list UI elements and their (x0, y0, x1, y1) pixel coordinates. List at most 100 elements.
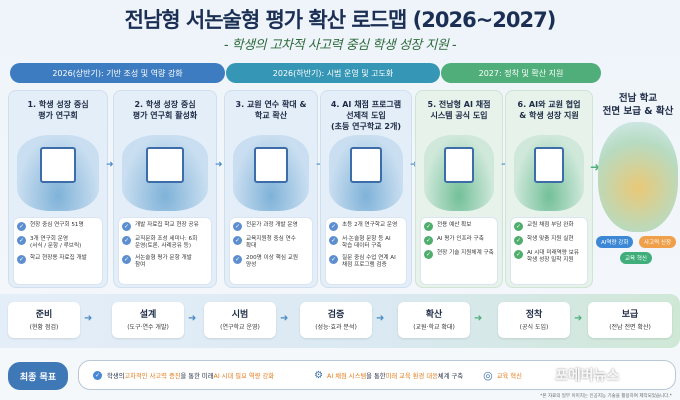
arrow-icon: ➜ (410, 160, 418, 170)
pill-thinking: 사고력 신장 (639, 236, 677, 248)
check-icon: ✓ (514, 222, 523, 231)
screen-icon (254, 147, 288, 183)
bullet-item: ✓ 현장 중심 연구회 51명 (17, 222, 84, 231)
goal-item-1: ✓ 학생의 고차적인 사고력 증진 을 통한 미래 AI 시대 필요 역량 강화 (93, 370, 275, 380)
arrow-icon: ➜ (574, 313, 583, 324)
bullet-item: ✓ 초등 2개 연구학교 운영 (329, 222, 398, 231)
arrow-icon: ➜ (501, 160, 509, 170)
arrow-icon: ➜ (376, 313, 385, 324)
bullet-item: ✓ 3개 연구회 운영 (서식 / 문항 / 루브릭) (17, 236, 82, 249)
roadmap-card-1: 1. 학생 성장 중심 평가 연구회 ✓ 현장 중심 연구회 51명 ✓ 3개 연구회… (8, 90, 108, 288)
check-icon: ✓ (424, 236, 433, 245)
process-step-5: 확산 (교원·학교 확대) (398, 302, 470, 338)
card-illustration (122, 135, 208, 211)
process-step-7: 보급 (전남 전면 확산) (588, 302, 672, 338)
bullet-item: ✓ 교원 채점 부담 완화 (514, 222, 574, 231)
card-illustration (329, 135, 403, 211)
card-title: 2. 학생 성장 중심 평가 연구회 활성화 (132, 100, 198, 120)
bullet-item: ✓ 개발 자료집 학교 현장 공유 (122, 222, 199, 231)
bullet-item: ✓ 서논술형 평가 문항 개발 참여 (122, 255, 192, 268)
page-subtitle: - 학생의 고차적 사고력 중심 학생 성장 지원 - (223, 38, 457, 53)
bullet-item: ✓ AI 평가 인프라 구축 (424, 236, 484, 245)
card-bullets: ✓ 전문가 과정 개발 운영 ✓ 교육지원청 중심 연수 확대 ✓ 200명 이상 핵심 … (229, 217, 313, 285)
process-step-1: 준비 (현황 점검) (8, 302, 80, 338)
globe-icon: ◎ (483, 368, 493, 382)
bullet-item: ✓ 교육지원청 중심 연수 확대 (233, 236, 296, 249)
check-icon: ✓ (122, 222, 131, 231)
goal-item-3: ◎ 교육 혁신 (483, 368, 522, 382)
check-icon: ✓ (233, 255, 242, 264)
bullet-item: ✓ 질문 중심 수업 연계 AI 채점 프로그램 검증 (329, 255, 396, 268)
arrow-icon: ➜ (188, 313, 197, 324)
check-icon: ✓ (424, 222, 433, 231)
check-icon: ✓ (17, 222, 26, 231)
bullet-item: ✓ 200명 이상 핵심 교원 양성 (233, 255, 299, 268)
bullet-item: ✓ 현장 기술 지원체계 구축 (424, 250, 494, 259)
card-bullets: ✓ 전용 예산 확보 ✓ AI 평가 인프라 구축 ✓ 현장 기술 지원체계 구축 (420, 217, 498, 285)
screen-icon (443, 147, 475, 183)
arrow-icon: ➜ (316, 160, 324, 170)
check-icon: ✓ (233, 222, 242, 231)
final-goal-box: ✓ 학생의 고차적인 사고력 증진 을 통한 미래 AI 시대 필요 역량 강화 ⚙… (78, 360, 676, 390)
bullet-item: ✓ 서·논술형 문항 등 AI 학습 데이터 구축 (329, 236, 391, 249)
phase-banner-3: 2027: 정착 및 확산 지원 (441, 63, 601, 83)
roadmap-card-4: 4. AI 채점 프로그램 선제적 도입 (초등 연구학교 2개) ✓ 초등 2개… (320, 90, 412, 288)
pill-ai: AI역량 강화 (596, 236, 634, 248)
page-title: 전남형 서논술형 평가 확산 로드맵 (2026~2027) (124, 8, 557, 32)
card-illustration (514, 135, 584, 211)
check-icon: ✓ (233, 236, 242, 245)
pill-innovation: 교육 혁신 (620, 252, 652, 264)
process-step-4: 검증 (성능·효과 분석) (300, 302, 372, 338)
check-icon: ✓ (93, 370, 102, 380)
final-stage: 전남 학교 전면 보급 & 확산 AI역량 강화 사고력 신장 교육 혁신 (596, 90, 680, 288)
bullet-item: ✓ 전용 예산 확보 (424, 222, 472, 231)
school-village-illustration (598, 122, 678, 232)
card-title: 4. AI 채점 프로그램 선제적 도입 (초등 연구학교 2개) (330, 100, 402, 131)
card-title: 3. 교원 연수 확대 & 학교 확산 (235, 100, 307, 120)
check-icon: ✓ (424, 250, 433, 259)
process-step-3: 시범 (연구학교 운영) (204, 302, 276, 338)
card-bullets: ✓ 개발 자료집 학교 현장 공유 ✓ 교직문화 조성 세미나: 6회 운영(토론, … (118, 217, 212, 285)
process-step-2: 설계 (도구·연수 개발) (112, 302, 184, 338)
card-title: 6. AI와 교원 협업 & 학생 성장 지원 (517, 100, 581, 120)
watermark-logo: 포에버뉴스 (555, 368, 620, 384)
check-icon: ✓ (329, 236, 338, 245)
screen-icon (349, 147, 383, 183)
arrow-icon: ➜ (474, 313, 483, 324)
card-bullets: ✓ 현장 중심 연구회 51명 ✓ 3개 연구회 운영 (서식 / 문항 / 루브릭)… (13, 217, 103, 285)
phase-banner-1: 2026(상반기): 기반 조성 및 역량 강화 (10, 63, 225, 83)
check-icon: ✓ (329, 222, 338, 231)
arrow-icon: ➜ (106, 160, 114, 170)
card-illustration (233, 135, 309, 211)
bullet-item: ✓ AI 시대 미래역량 보유 학생 성장 밀착 지원 (514, 250, 579, 263)
screen-icon (533, 147, 565, 183)
check-icon: ✓ (514, 250, 523, 259)
roadmap-card-3: 3. 교원 연수 확대 & 학교 확산 ✓ 전문가 과정 개발 운영 ✓ 교육지원청 … (224, 90, 318, 288)
check-icon: ✓ (329, 255, 338, 264)
card-title: 1. 학생 성장 중심 평가 연구회 (27, 100, 89, 120)
roadmap-card-6: 6. AI와 교원 협업 & 학생 성장 지원 ✓ 교원 채점 부담 완화 ✓ 학생 … (505, 90, 593, 288)
check-icon: ✓ (17, 236, 26, 245)
arrow-icon: ➜ (215, 160, 223, 170)
arrow-icon: ➜ (280, 313, 289, 324)
card-illustration (17, 135, 99, 211)
footnote: *본 자료의 일부 이미지는 인공지능 기술을 활용하여 제작되었습니다.* (540, 394, 672, 399)
screen-icon (39, 147, 77, 183)
bullet-item: ✓ 학생 맞춤 지원 실현 (514, 236, 574, 245)
bullet-item: ✓ 학교 현장용 자료집 개발 (17, 255, 87, 264)
card-title: 5. 전남형 AI 채점 시스템 공식 도입 (427, 100, 491, 120)
phase-banner-2: 2026(하반기): 시범 운영 및 고도화 (226, 63, 440, 83)
final-goal-label: 최종 목표 (8, 362, 68, 390)
check-icon: ✓ (17, 255, 26, 264)
process-step-6: 정착 (공식 도입) (498, 302, 570, 338)
screen-icon (146, 147, 184, 183)
arrow-icon: ➜ (590, 160, 601, 174)
card-illustration (424, 135, 494, 211)
check-icon: ✓ (514, 236, 523, 245)
card-bullets: ✓ 교원 채점 부담 완화 ✓ 학생 맞춤 지원 실현 ✓ AI 시대 미래역량 보유 학… (510, 217, 588, 285)
bullet-item: ✓ 전문가 과정 개발 운영 (233, 222, 298, 231)
bullet-item: ✓ 교직문화 조성 세미나: 6회 운영(토론, 사례공유 등) (122, 236, 198, 249)
robot-icon: ⚙ (314, 369, 324, 381)
check-icon: ✓ (122, 236, 131, 245)
arrow-icon: ➜ (84, 313, 93, 324)
